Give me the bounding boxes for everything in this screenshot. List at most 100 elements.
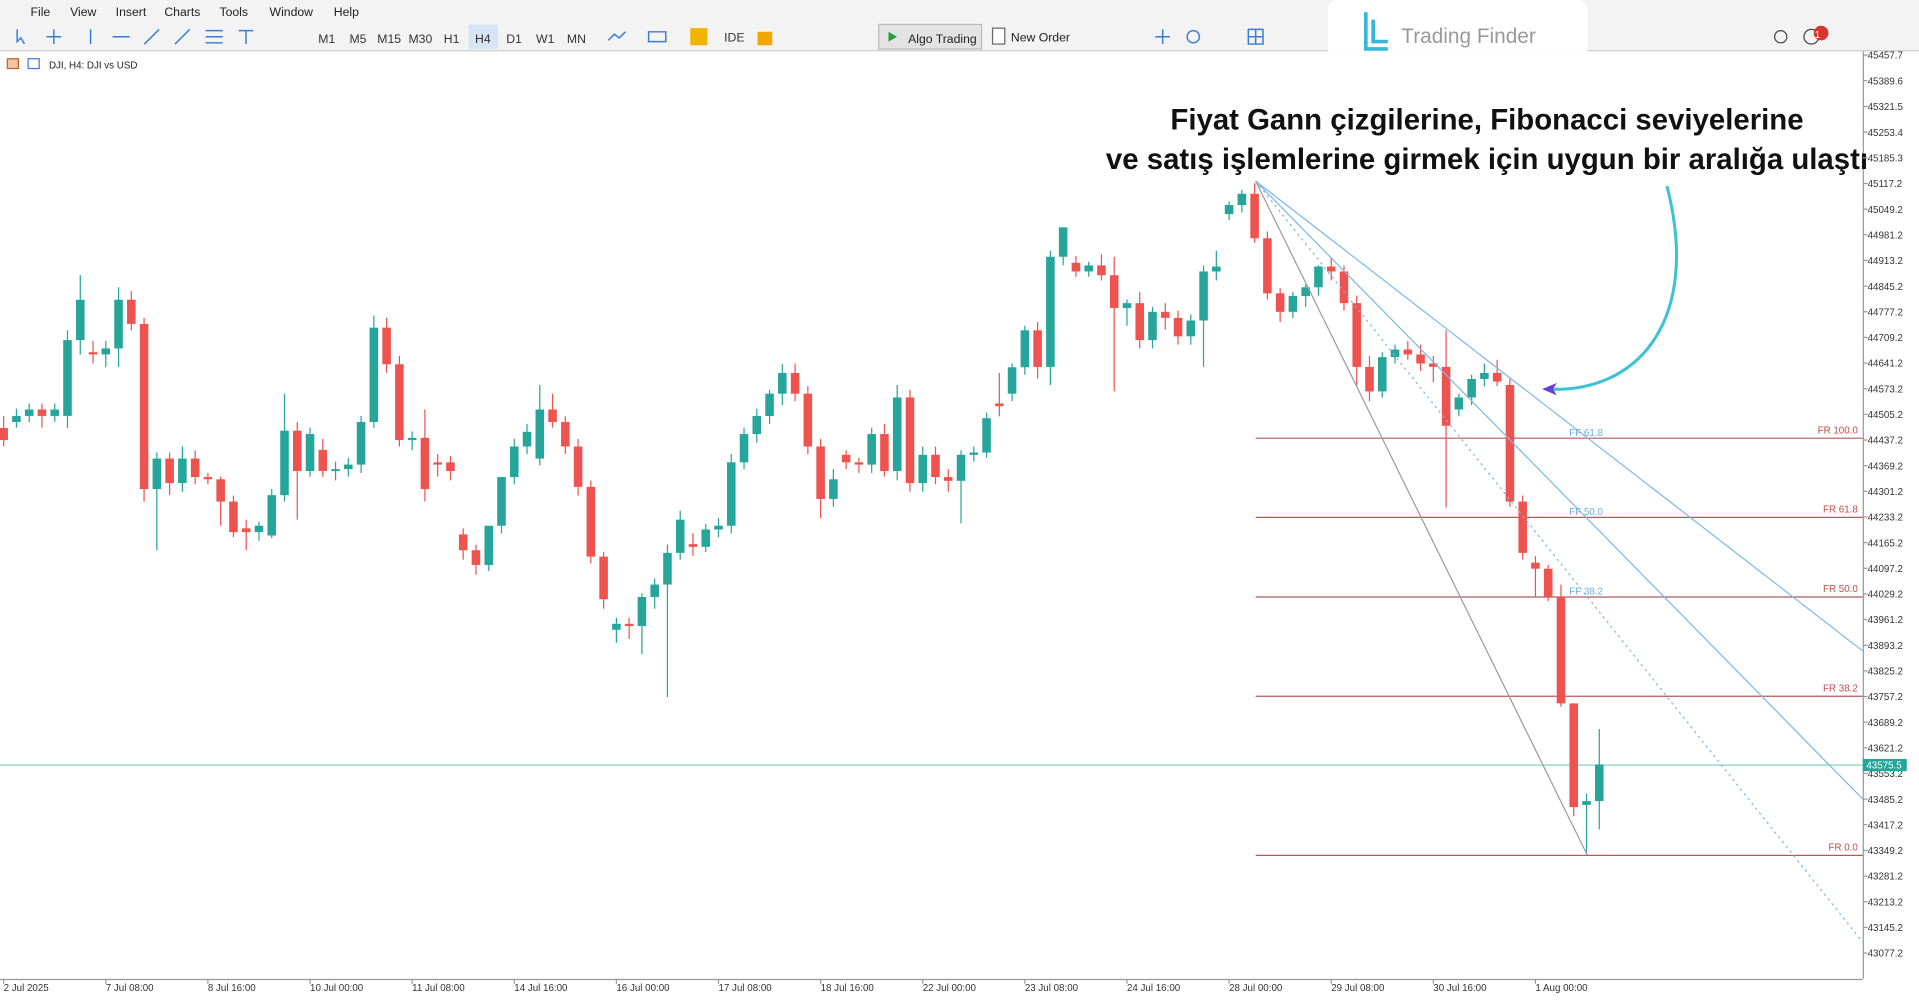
candle-body <box>1186 320 1196 337</box>
timeframe-button[interactable]: M5 <box>349 32 366 46</box>
menu-item[interactable]: Tools <box>219 5 248 19</box>
candle-body <box>599 556 608 600</box>
fan-label: FF 50.0 <box>1569 507 1603 518</box>
arrow-head <box>1542 382 1557 396</box>
fib-label: FR 0.0 <box>1828 843 1858 854</box>
chart-icon-2 <box>27 58 40 70</box>
candle-body <box>1531 562 1540 569</box>
y-tick-label: 44437.2 <box>1868 436 1903 447</box>
y-tick-label: 43349.2 <box>1868 846 1903 857</box>
fib-label: FR 38.2 <box>1823 683 1858 694</box>
menu-item[interactable]: Help <box>334 5 359 19</box>
candle-body <box>675 519 685 553</box>
candle-body <box>178 458 187 484</box>
logo-box <box>1327 0 1588 64</box>
candle-body <box>1403 349 1413 355</box>
timeframe-button[interactable]: H4 <box>475 32 491 46</box>
logo-text: Trading Finder <box>1401 25 1536 48</box>
candle-body <box>548 409 557 422</box>
x-tick-label: 11 Jul 08:00 <box>412 983 465 994</box>
last-price-box <box>1862 758 1907 772</box>
candle-body <box>331 469 340 472</box>
y-tick-label: 45253.4 <box>1868 128 1904 139</box>
candle-body <box>1543 568 1553 598</box>
candle-body <box>1097 265 1106 276</box>
menu-item[interactable]: File <box>31 5 51 19</box>
y-tick-label: 43417.2 <box>1868 820 1903 831</box>
x-tick-label: 18 Jul 16:00 <box>821 983 875 994</box>
candle-body <box>573 446 583 487</box>
candle-body <box>1582 801 1591 805</box>
x-tick-label: 28 Jul 00:00 <box>1229 983 1283 994</box>
candle-body <box>1518 501 1527 553</box>
new-order-button[interactable]: New Order <box>1011 31 1070 45</box>
y-tick-label: 43961.2 <box>1868 615 1903 626</box>
timeframe-button[interactable]: MN <box>567 32 586 46</box>
candle-body <box>1594 764 1604 802</box>
annotation-arrow <box>1546 185 1678 391</box>
candle-body <box>63 340 72 416</box>
ide-button[interactable]: IDE <box>724 31 744 45</box>
x-tick-label: 8 Jul 16:00 <box>208 983 256 994</box>
badge-bg <box>1813 25 1829 41</box>
timeframe-button[interactable]: W1 <box>536 32 555 46</box>
candle-body <box>1199 271 1208 321</box>
candle-body <box>433 462 442 465</box>
timeframe-button[interactable]: D1 <box>506 32 522 46</box>
timeframe-button[interactable]: M30 <box>409 32 433 46</box>
candle-body <box>190 458 200 478</box>
candle-body <box>956 454 966 481</box>
candle-body <box>1288 295 1298 312</box>
candle-body <box>1224 205 1234 215</box>
candle-body <box>1122 303 1132 309</box>
annotation-line: ve satış işlemlerine girmek için uygun b… <box>1106 143 1868 176</box>
candle-body <box>88 352 98 355</box>
candle-body <box>918 454 928 484</box>
candle-body <box>1556 597 1566 704</box>
search-icon[interactable] <box>1773 29 1788 44</box>
candle-body <box>1173 317 1183 337</box>
candle-body <box>803 393 813 447</box>
menu-item[interactable]: Window <box>270 5 314 19</box>
menu-item[interactable]: View <box>70 5 96 19</box>
candle-body <box>241 528 251 533</box>
candle-body <box>995 403 1004 407</box>
candle-body <box>1301 287 1310 296</box>
timeframe-button[interactable]: M15 <box>377 32 401 46</box>
candle-body <box>1046 256 1055 367</box>
timeframe-button[interactable]: H1 <box>444 32 460 46</box>
candle-body <box>1007 367 1017 394</box>
candle-body <box>714 525 723 530</box>
y-tick-label: 43213.2 <box>1868 897 1903 908</box>
candle-body <box>726 462 736 526</box>
candle-body <box>1390 349 1400 358</box>
candle-body <box>688 544 698 547</box>
candle-body <box>1250 193 1259 239</box>
candle-body <box>344 464 353 470</box>
candle-body <box>880 434 889 472</box>
candle-body <box>1352 303 1362 367</box>
candle-body <box>101 348 111 355</box>
play-icon <box>888 31 898 42</box>
draw-icons <box>89 28 254 45</box>
candle-body <box>0 428 8 441</box>
x-tick-label: 23 Jul 08:00 <box>1025 983 1079 994</box>
tool-icons <box>16 28 1264 45</box>
menu-item[interactable]: Insert <box>116 5 147 19</box>
y-tick-label: 45321.5 <box>1868 102 1904 113</box>
misc-icons <box>607 28 1264 45</box>
candle-body <box>318 449 328 472</box>
algo-trading-button[interactable]: Algo Trading <box>908 32 977 46</box>
crosshair-icon <box>46 29 62 45</box>
y-tick-label: 45185.3 <box>1868 153 1903 164</box>
candle-body <box>458 534 468 551</box>
logo-mark <box>1363 12 1388 51</box>
candle-body <box>1058 227 1068 257</box>
y-tick-label: 44369.2 <box>1868 461 1903 472</box>
timeframe-button[interactable]: M1 <box>318 32 335 46</box>
menu-item[interactable]: Charts <box>164 5 200 19</box>
y-tick-label: 45049.2 <box>1868 205 1903 216</box>
candle-body <box>1109 275 1119 309</box>
candle-body <box>1365 366 1374 392</box>
